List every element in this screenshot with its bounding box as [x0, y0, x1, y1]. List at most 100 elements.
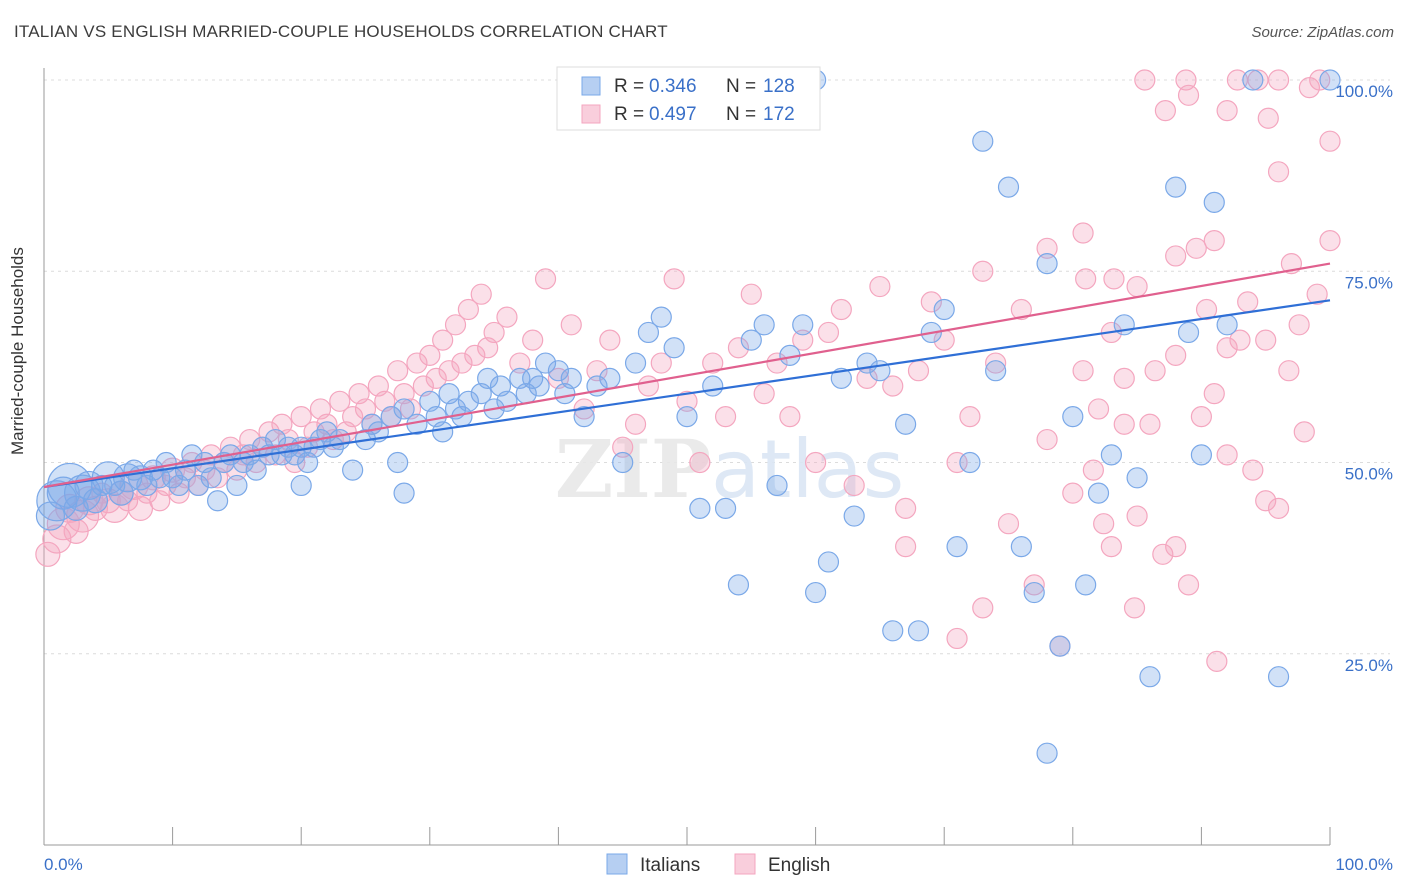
trend-lines — [43, 262, 1331, 489]
italian-point — [804, 581, 827, 604]
italian-point — [792, 314, 814, 336]
italian-point — [1010, 536, 1032, 558]
italian-point — [393, 482, 415, 504]
english-point — [560, 314, 582, 336]
english-point — [342, 406, 364, 428]
english-point — [804, 451, 827, 474]
italian-point — [342, 459, 364, 481]
english-point — [1152, 543, 1174, 565]
italian-point — [1062, 406, 1084, 428]
english-point — [387, 360, 409, 382]
english-points — [35, 69, 1341, 673]
english-point — [624, 413, 647, 435]
english-point — [946, 627, 968, 650]
stats-legend: R = 0.346 N = 128 R = 0.497 N = 172 — [556, 66, 821, 131]
italian-point — [290, 474, 312, 497]
english-point — [1306, 283, 1328, 305]
english-point — [869, 275, 891, 298]
italian-point — [727, 574, 750, 596]
italian-point — [882, 620, 904, 642]
italian-point — [82, 488, 109, 514]
english-point — [612, 436, 634, 458]
italian-point — [740, 329, 762, 351]
english-point — [470, 283, 492, 305]
english-point — [451, 352, 473, 374]
english-point — [727, 337, 750, 359]
english-point — [689, 451, 711, 474]
english-point — [290, 406, 312, 428]
r-label: R = — [614, 76, 644, 97]
italian-points — [35, 69, 1341, 764]
english-point — [895, 536, 917, 558]
english-point — [1203, 230, 1225, 252]
english-point — [46, 507, 80, 541]
italian-point — [933, 298, 955, 321]
y-tick-label: 50.0% — [1345, 465, 1393, 484]
english-point — [830, 298, 852, 321]
italian-point — [528, 375, 550, 397]
italian-point — [612, 451, 634, 474]
english-point — [444, 314, 467, 336]
english-point — [1087, 398, 1110, 420]
legend-swatch-english — [734, 853, 756, 875]
italian-point — [599, 367, 621, 389]
english-point — [1062, 482, 1084, 504]
italian-point — [245, 459, 267, 481]
english-point — [1103, 268, 1125, 290]
italian-point — [1036, 742, 1058, 764]
english-point — [329, 390, 351, 412]
r-value: 0.346 — [649, 76, 697, 97]
italian-point — [207, 490, 229, 512]
english-point — [419, 344, 441, 366]
n-value: 172 — [763, 104, 795, 125]
english-point — [676, 390, 698, 412]
english-point — [972, 260, 994, 282]
italian-point — [985, 360, 1007, 382]
italian-point — [63, 495, 89, 521]
italian-point — [676, 406, 698, 428]
italian-point — [1087, 482, 1110, 504]
italian-point — [1036, 253, 1058, 275]
english-point — [1237, 291, 1259, 313]
italian-point — [702, 375, 724, 397]
english-point — [1203, 383, 1225, 405]
english-point — [1216, 337, 1238, 359]
english-point — [1126, 505, 1148, 527]
english-point — [1075, 268, 1097, 290]
x-tick-label: 0.0% — [44, 855, 83, 874]
english-point — [457, 298, 479, 321]
source-credit: Source: ZipAtlas.com — [1251, 24, 1394, 41]
r-value: 0.497 — [649, 104, 697, 125]
english-point — [959, 406, 981, 428]
italian-point — [393, 398, 415, 420]
english-point — [1278, 360, 1300, 382]
english-point — [1072, 222, 1094, 244]
english-point — [1072, 360, 1094, 382]
english-point — [1267, 161, 1290, 183]
italian-point — [226, 474, 248, 497]
english-point — [1242, 459, 1264, 481]
legend-swatch-italians — [606, 853, 628, 875]
italian-point — [843, 505, 865, 527]
english-point — [637, 375, 660, 397]
english-point — [1319, 130, 1341, 152]
italian-point — [946, 536, 968, 558]
english-point — [136, 482, 158, 504]
english-point — [792, 329, 814, 351]
english-point — [1267, 497, 1290, 519]
italian-point — [329, 428, 351, 451]
english-point — [1190, 406, 1213, 428]
italian-point — [766, 474, 788, 497]
english-point — [586, 360, 608, 382]
english-point — [1319, 230, 1341, 252]
trend-line-italians — [43, 299, 1331, 489]
legend-swatch-italians — [581, 76, 601, 96]
english-point — [1123, 597, 1146, 619]
italian-point — [560, 367, 582, 389]
english-point — [1255, 329, 1277, 351]
english-point — [1165, 536, 1187, 558]
english-point — [1216, 99, 1238, 122]
italian-point — [187, 474, 209, 497]
english-point — [1195, 298, 1218, 321]
